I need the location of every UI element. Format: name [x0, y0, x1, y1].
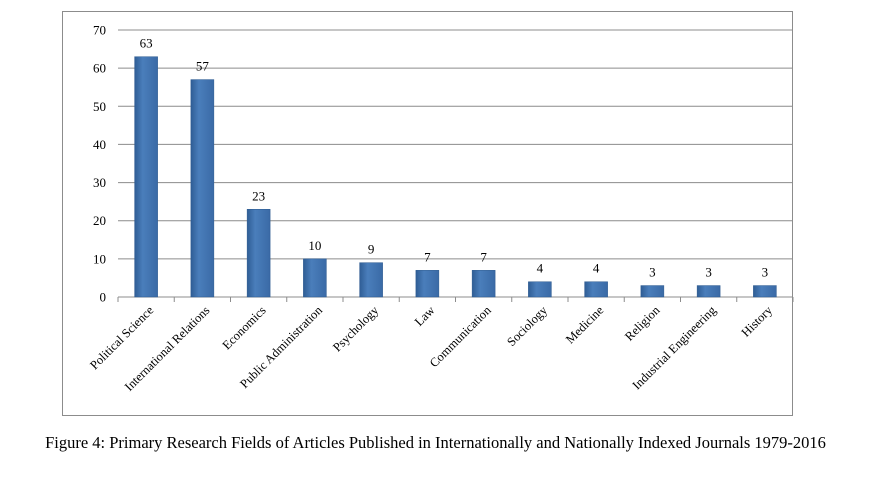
bar	[696, 285, 721, 298]
data-label: 10	[308, 238, 321, 253]
x-category-label: History	[739, 303, 776, 340]
bar	[246, 209, 271, 298]
data-label: 4	[593, 261, 600, 276]
bar	[359, 262, 383, 298]
y-tick-label: 10	[93, 251, 106, 266]
x-category-label: Sociology	[504, 303, 550, 349]
bar	[303, 258, 327, 298]
y-tick-label: 30	[93, 175, 106, 190]
y-tick-label: 40	[93, 137, 106, 152]
y-tick-label: 60	[93, 61, 106, 76]
data-label: 7	[480, 249, 487, 264]
data-label: 9	[368, 242, 375, 257]
bar	[584, 281, 608, 298]
data-label: 57	[196, 59, 210, 74]
y-tick-label: 20	[93, 213, 106, 228]
data-label: 63	[140, 36, 153, 51]
bar	[190, 79, 215, 298]
x-category-label: Economics	[220, 303, 269, 352]
figure-caption: Figure 4: Primary Research Fields of Art…	[45, 433, 826, 452]
data-label: 3	[762, 265, 769, 280]
gridlines	[117, 29, 794, 302]
y-tick-label: 50	[93, 99, 106, 114]
data-label: 3	[705, 265, 712, 280]
bars	[134, 56, 777, 298]
bar	[471, 270, 496, 298]
data-label: 4	[537, 261, 544, 276]
bar	[134, 56, 158, 298]
x-category-label: Law	[412, 303, 438, 329]
data-label: 3	[649, 265, 656, 280]
bar	[640, 285, 665, 298]
bar	[753, 285, 777, 298]
y-axis-ticks: 0 10 20 30 40 50 60 70	[93, 23, 106, 305]
x-category-label: Psychology	[330, 303, 382, 355]
x-category-label: Medicine	[563, 303, 607, 347]
data-label: 7	[424, 249, 431, 264]
y-tick-label: 70	[93, 23, 106, 38]
data-labels: 63 57 23 10 9 7 7 4 4 3 3 3	[140, 36, 769, 280]
x-category-label: Religion	[622, 303, 663, 344]
data-label: 23	[252, 188, 265, 203]
chart-frame	[62, 11, 793, 416]
bar	[415, 270, 440, 298]
bar	[528, 281, 552, 298]
y-tick-label: 0	[100, 290, 107, 305]
